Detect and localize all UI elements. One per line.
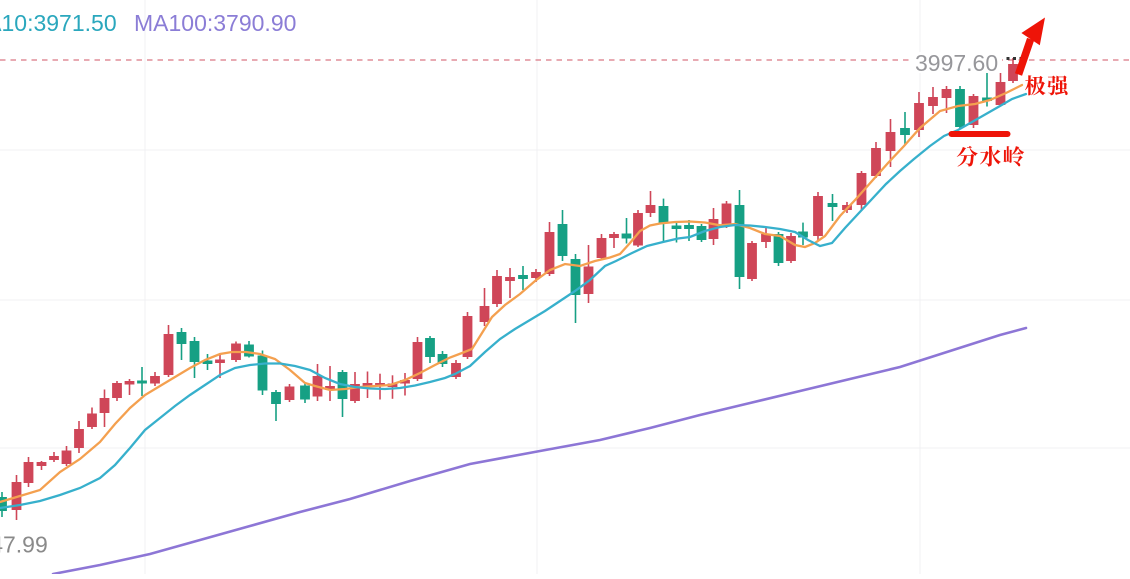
svg-text:3997.60: 3997.60 [915, 50, 998, 76]
svg-text:MA100:3790.90: MA100:3790.90 [134, 10, 296, 36]
svg-text:MA10:3971.50: MA10:3971.50 [0, 10, 117, 36]
svg-text:3847.99: 3847.99 [0, 532, 48, 558]
